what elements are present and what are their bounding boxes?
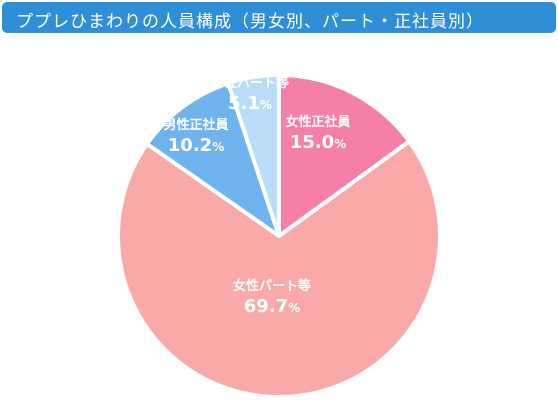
slice-value-label: 5.1%	[228, 93, 272, 114]
slice-category-label: 男性パート等	[211, 75, 289, 91]
chart-title: ププレひまわりの人員構成（男女別、パート・正社員別）	[16, 12, 484, 32]
pie-slice	[116, 139, 442, 399]
slice-value-label: 15.0%	[290, 132, 346, 153]
slice-value-label: 10.2%	[168, 135, 224, 156]
slice-category-label: 男性正社員	[163, 117, 228, 133]
slice-category-label: 女性正社員	[285, 114, 350, 130]
pie-slice	[277, 73, 412, 238]
slice-value-label: 69.7%	[244, 296, 300, 317]
slice-category-label: 女性パート等	[233, 278, 311, 294]
pie-slice	[144, 81, 281, 238]
pie-slice	[226, 73, 281, 238]
title-bar: ププレひまわりの人員構成（男女別、パート・正社員別）	[2, 2, 556, 33]
